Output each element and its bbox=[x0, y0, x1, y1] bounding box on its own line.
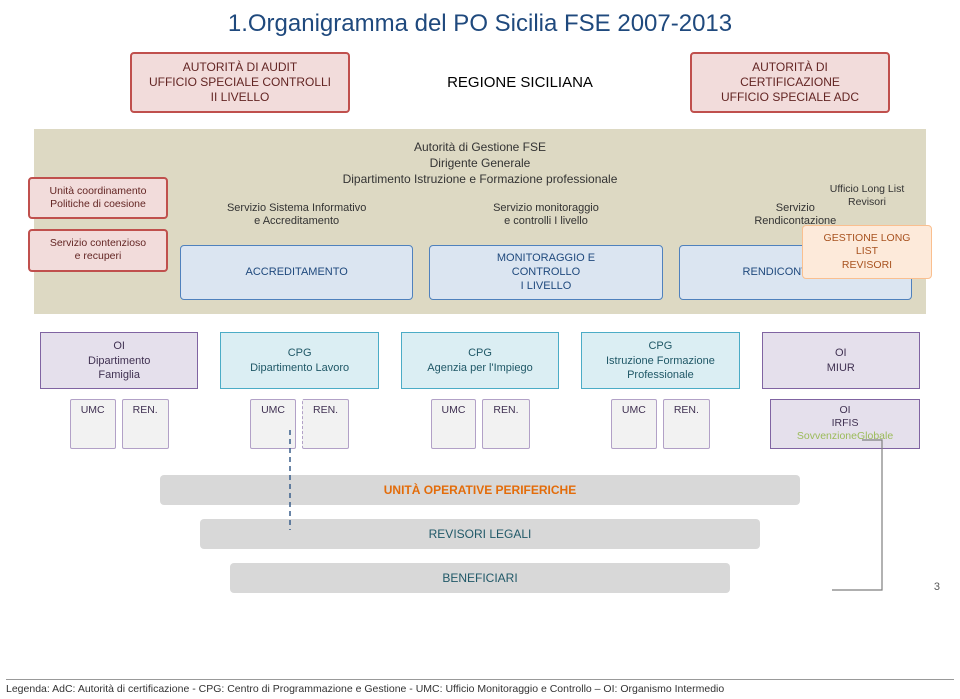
label-regione: REGIONE SICILIANA bbox=[447, 66, 593, 99]
page-number: 3 bbox=[934, 581, 940, 593]
page-title: 1.Organigramma del PO Sicilia FSE 2007-2… bbox=[0, 0, 960, 52]
umc-pair-2: UMC REN. bbox=[220, 399, 378, 448]
mid-cpg-istruz: CPGIstruzione FormazioneProfessionale bbox=[581, 332, 739, 389]
umc-pair-3: UMC REN. bbox=[401, 399, 559, 448]
chip-umc: UMC bbox=[431, 399, 477, 448]
svc-longlist: Ufficio Long ListRevisori bbox=[802, 177, 932, 215]
svc-monit: Servizio monitoraggioe controlli I livel… bbox=[429, 196, 662, 236]
legend: Legenda: AdC: Autorità di certificazione… bbox=[6, 679, 954, 695]
orange-gestlong: GESTIONE LONG LISTREVISORI bbox=[802, 225, 932, 278]
adg-head: Autorità di Gestione FSEDirigente Genera… bbox=[48, 139, 912, 188]
mid-cpg-impiego: CPGAgenzia per l'Impiego bbox=[401, 332, 559, 389]
chip-umc: UMC bbox=[611, 399, 657, 448]
bar-unita-operative: UNITÀ OPERATIVE PERIFERICHE bbox=[160, 475, 800, 505]
umc-pair-4: UMC REN. bbox=[581, 399, 739, 448]
panel-adg: Autorità di Gestione FSEDirigente Genera… bbox=[34, 129, 926, 314]
chip-ren: REN. bbox=[663, 399, 710, 448]
irfis-sovv: SovvenzioneGlobale bbox=[777, 430, 913, 443]
bar-beneficiari: BENEFICIARI bbox=[230, 563, 730, 593]
irfis-name: IRFIS bbox=[777, 417, 913, 430]
irfis-oi: OI bbox=[777, 404, 913, 417]
umc-pair-1: UMC REN. bbox=[40, 399, 198, 448]
blue-accred: ACCREDITAMENTO bbox=[180, 245, 413, 300]
blue-monit: MONITORAGGIO ECONTROLLOI LIVELLO bbox=[429, 245, 662, 300]
chip-ren: REN. bbox=[302, 399, 349, 448]
chip-ren: REN. bbox=[122, 399, 169, 448]
right-col: Ufficio Long ListRevisori GESTIONE LONG … bbox=[802, 177, 932, 279]
umc-row: UMC REN. UMC REN. UMC REN. UMC REN. OI I… bbox=[0, 389, 960, 448]
chip-umc: UMC bbox=[70, 399, 116, 448]
oi-irfis: OI IRFIS SovvenzioneGlobale bbox=[770, 399, 920, 448]
box-contenzioso: Servizio contenziosoe recuperi bbox=[28, 229, 168, 271]
irfis-box: OI IRFIS SovvenzioneGlobale bbox=[762, 399, 920, 448]
mid-oi-miur: OIMIUR bbox=[762, 332, 920, 389]
bar-revisori-legali: REVISORI LEGALI bbox=[200, 519, 760, 549]
chip-ren: REN. bbox=[482, 399, 529, 448]
box-coord: Unità coordinamentoPolitiche di coesione bbox=[28, 177, 168, 219]
chip-umc: UMC bbox=[250, 399, 296, 448]
mid-oi-famiglia: OIDipartimentoFamiglia bbox=[40, 332, 198, 389]
mid-row: OIDipartimentoFamiglia CPGDipartimento L… bbox=[0, 314, 960, 389]
svc-accred: Servizio Sistema Informativoe Accreditam… bbox=[180, 196, 413, 236]
box-cert: AUTORITÀ DICERTIFICAZIONEUFFICIO SPECIAL… bbox=[690, 52, 890, 113]
top-row: AUTORITÀ DI AUDITUFFICIO SPECIALE CONTRO… bbox=[0, 52, 960, 113]
mid-cpg-lavoro: CPGDipartimento Lavoro bbox=[220, 332, 378, 389]
left-col: Unità coordinamentoPolitiche di coesione… bbox=[28, 177, 168, 272]
box-audit: AUTORITÀ DI AUDITUFFICIO SPECIALE CONTRO… bbox=[130, 52, 350, 113]
